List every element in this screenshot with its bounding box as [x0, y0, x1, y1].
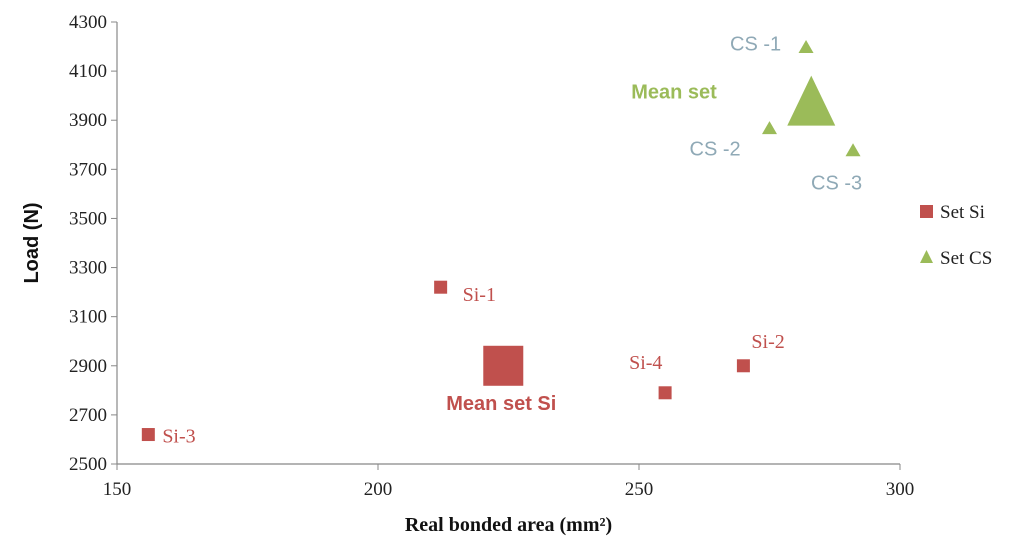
cs-point-marker	[845, 143, 861, 157]
si-point-label: Si-2	[751, 331, 784, 353]
cs-mean-marker	[787, 75, 836, 126]
si-point-marker	[736, 359, 750, 373]
y-tick-label: 3300	[69, 258, 107, 279]
x-axis-title: Real bonded area (mm²)	[405, 514, 612, 536]
si-point-label: Si-3	[162, 426, 195, 448]
y-tick-label: 4100	[69, 61, 107, 82]
x-tick-label: 200	[364, 479, 393, 500]
cs-point-label: CS -2	[690, 139, 741, 161]
legend: Set Si Set CS	[920, 202, 992, 269]
y-tick-label: 4300	[69, 12, 107, 33]
y-tick-label: 3500	[69, 208, 107, 229]
y-tick-label: 3700	[69, 159, 107, 180]
si-point-marker	[141, 428, 155, 442]
y-axis-title: Load (N)	[21, 202, 43, 283]
cs-point-label: CS -1	[730, 34, 781, 56]
y-tick-label: 2700	[69, 405, 107, 426]
y-tick-label: 3900	[69, 110, 107, 131]
legend-label-set-cs: Set CS	[940, 248, 992, 269]
x-tick-label: 250	[625, 479, 654, 500]
si-mean-label: Mean set Si	[446, 393, 556, 415]
cs-point-marker	[762, 121, 777, 135]
legend-marker-set-si	[920, 205, 933, 218]
si-point-marker	[658, 386, 672, 400]
axes-layer: 2500 2700 2900 3100 3300 3500 3700 3900 4100 4300…	[21, 12, 914, 536]
x-tick-label: 150	[103, 479, 132, 500]
si-point-label: Si-4	[629, 352, 662, 374]
y-tick-label: 2500	[69, 454, 107, 475]
cs-mean-label: Mean set	[631, 82, 717, 104]
cs-point-marker	[798, 40, 814, 54]
cs-point-label: CS -3	[811, 173, 862, 195]
legend-marker-set-cs	[920, 250, 933, 263]
x-tick-label: 300	[886, 479, 915, 500]
si-point-marker	[434, 280, 448, 294]
y-tick-label: 2900	[69, 356, 107, 377]
si-mean-marker	[483, 345, 524, 386]
marks-layer	[141, 40, 861, 442]
si-point-label: Si-1	[463, 284, 496, 306]
legend-label-set-si: Set Si	[940, 202, 985, 223]
y-tick-label: 3100	[69, 307, 107, 328]
labels-layer: Si-1 Si-2 Si-3 Si-4 Mean set Si CS -1 CS -2 CS …	[162, 34, 862, 448]
